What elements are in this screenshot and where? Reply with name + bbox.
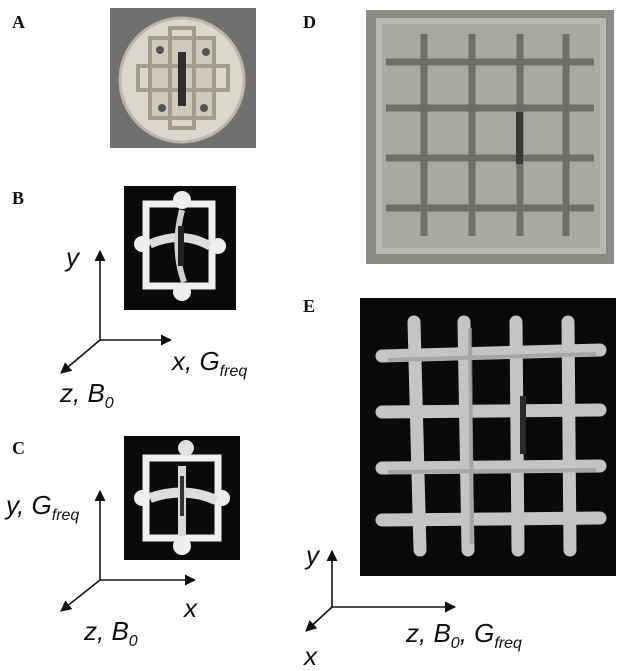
panel-a-label: A (12, 12, 25, 32)
panel-c-z-axis-label: z, B0 (84, 616, 138, 650)
panel-d-label: D (303, 12, 316, 32)
panel-b-mri-image (124, 186, 236, 310)
panel-c-label: C (12, 438, 25, 458)
panel-e-mri-image (360, 298, 616, 576)
panel-b-y-axis-label: y (66, 242, 79, 272)
panel-c-mri-image (124, 436, 240, 560)
panel-d-photo-grid-phantom (366, 10, 614, 264)
panel-b-z-axis-label: z, B0 (60, 378, 114, 412)
panel-e-axes (305, 549, 457, 632)
panel-e-z-axis-label: z, B0, Gfreq (406, 618, 522, 652)
panel-e-label: E (303, 296, 316, 316)
panel-a-photo-cylindrical-phantom (110, 8, 256, 148)
panel-c-axes (60, 489, 197, 612)
panel-e-x-axis-label: x (304, 641, 317, 671)
panel-e-y-axis-label: y (306, 540, 319, 570)
panel-b-label: B (12, 188, 25, 208)
panel-c-x-axis-label: x (184, 593, 197, 623)
panel-b-x-axis-label: x, Gfreq (172, 346, 248, 380)
panel-c-y-axis-label: y, Gfreq (6, 490, 80, 524)
panel-b-axes (60, 249, 173, 374)
